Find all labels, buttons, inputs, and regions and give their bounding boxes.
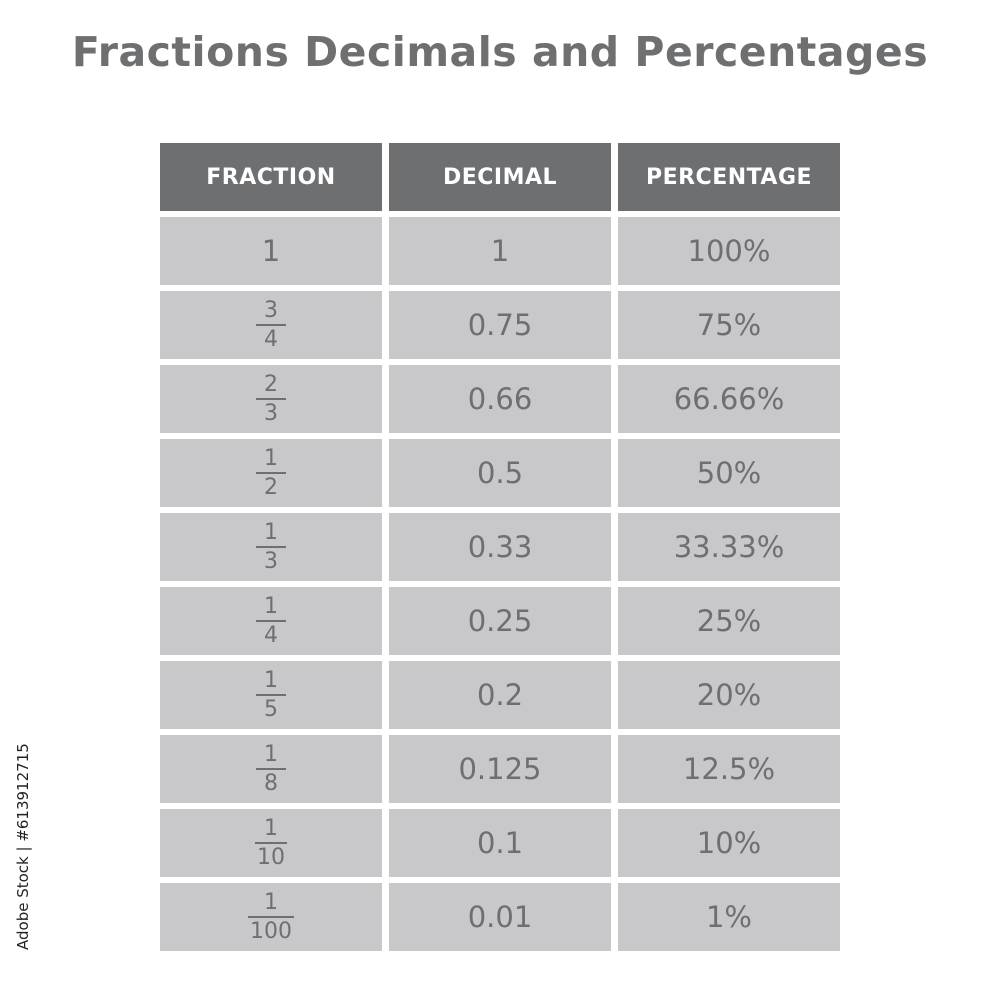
decimal-cell: 0.33 bbox=[389, 513, 611, 581]
fraction-cell: 1 5 bbox=[160, 661, 382, 729]
fraction-bar bbox=[256, 767, 286, 770]
numerator: 1 bbox=[264, 741, 278, 767]
numerator: 1 bbox=[264, 593, 278, 619]
percentage-cell: 75% bbox=[618, 291, 840, 359]
fraction-cell: 2 3 bbox=[160, 365, 382, 433]
fraction: 1 5 bbox=[256, 667, 286, 722]
percentage-cell: 10% bbox=[618, 809, 840, 877]
denominator: 8 bbox=[264, 770, 278, 796]
fraction-bar bbox=[248, 915, 294, 918]
decimal-cell: 0.2 bbox=[389, 661, 611, 729]
numerator: 1 bbox=[264, 519, 278, 545]
fraction-cell: 1 8 bbox=[160, 735, 382, 803]
page-title: Fractions Decimals and Percentages bbox=[71, 28, 929, 76]
percentage-cell: 100% bbox=[618, 217, 840, 285]
denominator: 4 bbox=[264, 622, 278, 648]
percentage-cell: 25% bbox=[618, 587, 840, 655]
fraction-cell: 1 2 bbox=[160, 439, 382, 507]
conversion-table: FRACTION DECIMAL PERCENTAGE 1 1 100% 3 4… bbox=[160, 143, 840, 951]
numerator: 1 bbox=[264, 445, 278, 471]
denominator: 3 bbox=[264, 400, 278, 426]
fraction-bar bbox=[256, 619, 286, 622]
percentage-cell: 1% bbox=[618, 883, 840, 951]
fraction-whole: 1 bbox=[261, 234, 281, 268]
fraction: 1 10 bbox=[255, 815, 287, 870]
header-fraction: FRACTION bbox=[160, 143, 382, 211]
denominator: 3 bbox=[264, 548, 278, 574]
fraction: 1 2 bbox=[256, 445, 286, 500]
fraction-bar bbox=[256, 323, 286, 326]
stock-credit: Adobe Stock | #613912715 bbox=[14, 743, 34, 950]
header-decimal: DECIMAL bbox=[389, 143, 611, 211]
decimal-cell: 0.25 bbox=[389, 587, 611, 655]
fraction-cell: 1 100 bbox=[160, 883, 382, 951]
fraction: 1 100 bbox=[248, 889, 294, 944]
decimal-cell: 0.5 bbox=[389, 439, 611, 507]
decimal-cell: 0.01 bbox=[389, 883, 611, 951]
denominator: 2 bbox=[264, 474, 278, 500]
fraction-cell: 1 bbox=[160, 217, 382, 285]
percentage-cell: 20% bbox=[618, 661, 840, 729]
stock-credit-text: Adobe Stock | #613912715 bbox=[14, 743, 32, 950]
percentage-cell: 33.33% bbox=[618, 513, 840, 581]
header-percentage: PERCENTAGE bbox=[618, 143, 840, 211]
numerator: 1 bbox=[264, 667, 278, 693]
fraction-bar bbox=[256, 397, 286, 400]
fraction: 3 4 bbox=[256, 297, 286, 352]
fraction: 1 4 bbox=[256, 593, 286, 648]
decimal-cell: 0.1 bbox=[389, 809, 611, 877]
decimal-cell: 0.66 bbox=[389, 365, 611, 433]
percentage-cell: 66.66% bbox=[618, 365, 840, 433]
fraction-bar bbox=[256, 545, 286, 548]
percentage-cell: 50% bbox=[618, 439, 840, 507]
fraction-bar bbox=[256, 693, 286, 696]
fraction-cell: 3 4 bbox=[160, 291, 382, 359]
fraction: 1 3 bbox=[256, 519, 286, 574]
fraction-cell: 1 4 bbox=[160, 587, 382, 655]
percentage-cell: 12.5% bbox=[618, 735, 840, 803]
fraction-cell: 1 10 bbox=[160, 809, 382, 877]
decimal-cell: 0.125 bbox=[389, 735, 611, 803]
numerator: 1 bbox=[264, 815, 278, 841]
fraction-bar bbox=[256, 471, 286, 474]
fraction-cell: 1 3 bbox=[160, 513, 382, 581]
denominator: 4 bbox=[264, 326, 278, 352]
fraction-bar bbox=[255, 841, 287, 844]
denominator: 100 bbox=[250, 918, 292, 944]
decimal-cell: 1 bbox=[389, 217, 611, 285]
numerator: 2 bbox=[264, 371, 278, 397]
numerator: 1 bbox=[264, 889, 278, 915]
fraction: 1 8 bbox=[256, 741, 286, 796]
denominator: 5 bbox=[264, 696, 278, 722]
decimal-cell: 0.75 bbox=[389, 291, 611, 359]
fraction: 2 3 bbox=[256, 371, 286, 426]
numerator: 3 bbox=[264, 297, 278, 323]
denominator: 10 bbox=[257, 844, 285, 870]
